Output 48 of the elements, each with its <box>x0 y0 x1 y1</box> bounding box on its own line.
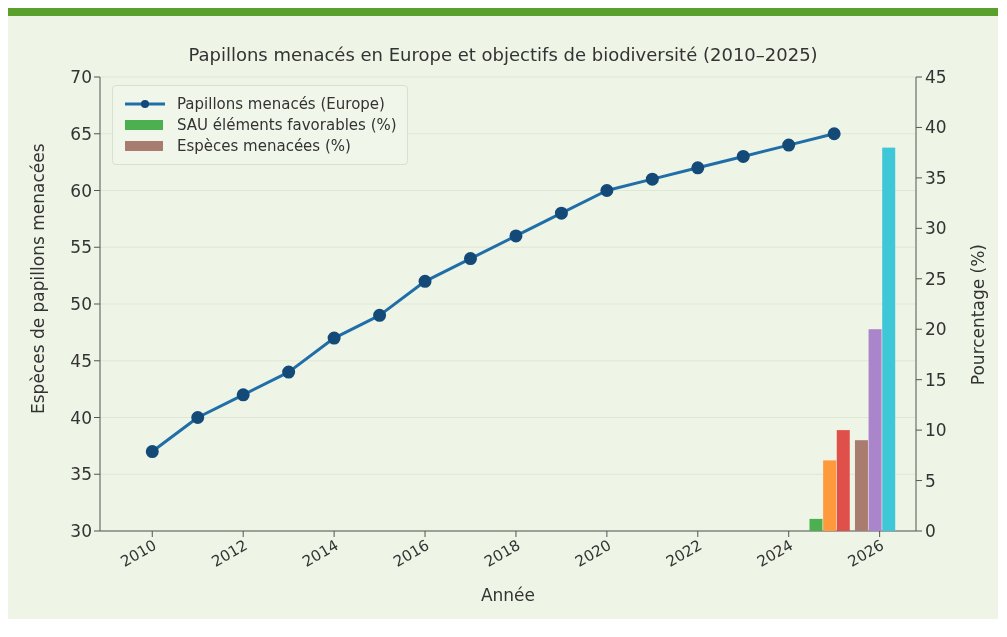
y-tick-label: 65 <box>70 123 92 144</box>
bar <box>809 518 823 531</box>
point <box>236 388 250 402</box>
point <box>418 274 432 288</box>
y-axis-title: Espèces de papillons menacées <box>28 143 49 414</box>
point <box>736 149 750 163</box>
legend-label: SAU éléments favorables (%) <box>177 116 397 134</box>
legend-label: Papillons menacés (Europe) <box>177 95 385 113</box>
point <box>554 206 568 220</box>
y2-tick-label: 10 <box>925 420 947 441</box>
y2-tick-label: 20 <box>925 319 947 340</box>
bar <box>854 440 868 531</box>
bar <box>823 460 837 531</box>
point <box>782 138 796 152</box>
y2-tick-label: 5 <box>925 470 936 491</box>
y-tick-label: 30 <box>70 521 92 542</box>
y2-tick-label: 15 <box>925 369 947 390</box>
y-tick-label: 70 <box>70 67 92 88</box>
bar <box>836 430 850 531</box>
y2-tick-label: 25 <box>925 268 947 289</box>
y2-axis-title: Pourcentage (%) <box>968 244 989 386</box>
y-tick-label: 45 <box>70 350 92 371</box>
point <box>645 172 659 186</box>
point <box>691 161 705 175</box>
y2-tick-label: 40 <box>925 117 947 138</box>
bar <box>882 147 896 531</box>
y2-tick-label: 45 <box>925 67 947 87</box>
y-tick-label: 55 <box>70 237 92 258</box>
legend-label: Espèces menacées (%) <box>177 137 351 155</box>
point <box>373 308 387 322</box>
bar <box>868 329 882 531</box>
point <box>282 365 296 379</box>
y2-tick-label: 0 <box>925 521 936 541</box>
point <box>327 331 341 345</box>
y-tick-label: 60 <box>70 180 92 201</box>
y2-tick-label: 30 <box>925 218 947 239</box>
y-tick-label: 40 <box>70 407 92 428</box>
point <box>464 252 477 266</box>
y-tick-label: 35 <box>70 464 92 485</box>
chart-title: Papillons menacés en Europe et objectifs de biodiversité (2010–2025) <box>187 44 819 65</box>
y-tick-label: 50 <box>70 294 92 315</box>
point <box>600 184 614 197</box>
point <box>509 229 523 243</box>
point <box>145 445 159 459</box>
point <box>827 127 841 141</box>
x-axis-title: Année <box>480 585 536 605</box>
point <box>191 411 205 424</box>
y2-tick-label: 35 <box>925 167 947 188</box>
